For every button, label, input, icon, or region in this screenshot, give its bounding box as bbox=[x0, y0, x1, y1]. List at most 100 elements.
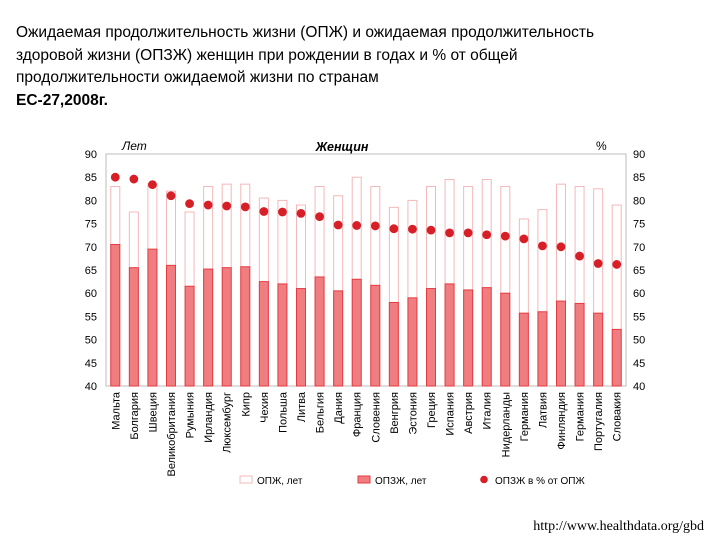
y-tick-left: 45 bbox=[85, 358, 97, 370]
bar-opzzh bbox=[110, 243, 121, 387]
point-pct bbox=[203, 200, 213, 210]
point-pct bbox=[389, 224, 399, 234]
x-tick-label: Дания bbox=[333, 392, 345, 424]
bar-opzzh bbox=[556, 300, 566, 387]
point-pct bbox=[333, 220, 343, 230]
x-tick-label: Финляндия bbox=[556, 392, 568, 450]
x-tick-label: Кипр bbox=[240, 392, 252, 417]
bar-opzzh bbox=[221, 267, 232, 387]
legend-swatch-opzzh bbox=[357, 475, 371, 484]
point-pct bbox=[426, 225, 436, 235]
point-pct bbox=[278, 207, 287, 217]
y-axis-label-right: % bbox=[596, 139, 607, 153]
bar-opzzh bbox=[518, 312, 529, 387]
bar-opzzh bbox=[203, 268, 214, 387]
point-pct bbox=[575, 251, 584, 261]
y-tick-left: 70 bbox=[85, 242, 97, 254]
point-pct bbox=[612, 260, 622, 269]
x-tick-label: Италия bbox=[482, 392, 494, 430]
title-line-4: ЕС-27,2008г. bbox=[16, 91, 108, 109]
bar-opzzh bbox=[537, 311, 548, 387]
plot-frame bbox=[105, 153, 627, 387]
point-pct bbox=[370, 221, 380, 231]
x-tick-label: Словения bbox=[370, 392, 382, 443]
y-tick-right: 80 bbox=[633, 195, 645, 207]
bar-opzzh bbox=[296, 288, 306, 387]
point-pct bbox=[538, 241, 547, 251]
point-pct bbox=[445, 228, 454, 238]
y-tick-right: 90 bbox=[633, 149, 645, 161]
point-pct bbox=[315, 212, 324, 222]
x-tick-label: Германия bbox=[519, 392, 531, 441]
point-pct bbox=[352, 221, 362, 230]
page-title: Ожидаемая продолжительность жизни (ОПЖ) … bbox=[16, 22, 706, 112]
point-pct bbox=[463, 228, 473, 238]
y-tick-right: 40 bbox=[633, 381, 645, 393]
bar-opzzh bbox=[611, 328, 622, 387]
y-tick-right: 85 bbox=[633, 172, 645, 184]
point-pct bbox=[222, 201, 232, 211]
y-tick-right: 75 bbox=[633, 219, 645, 231]
point-pct bbox=[408, 224, 417, 234]
y-tick-left: 60 bbox=[85, 288, 97, 300]
x-tick-label: Нидерланды bbox=[500, 392, 512, 457]
source-url[interactable]: http://www.healthdata.org/gbd bbox=[533, 519, 704, 534]
title-line-1: Ожидаемая продолжительность жизни (ОПЖ) … bbox=[16, 24, 595, 41]
bar-opzzh bbox=[370, 284, 381, 387]
y-tick-right: 55 bbox=[633, 311, 645, 323]
point-pct bbox=[148, 180, 157, 190]
point-pct bbox=[482, 230, 492, 240]
y-tick-right: 60 bbox=[633, 288, 645, 300]
point-pct bbox=[500, 231, 510, 241]
y-tick-left: 85 bbox=[85, 172, 97, 184]
x-tick-label: Великобритания bbox=[166, 392, 178, 477]
x-tick-label: Болгария bbox=[129, 392, 141, 440]
y-axis-label-left: Лет bbox=[121, 139, 147, 153]
bar-opzzh bbox=[351, 278, 362, 387]
bar-opzzh bbox=[388, 301, 399, 387]
y-tick-left: 55 bbox=[85, 311, 97, 323]
x-tick-label: Ирландия bbox=[203, 392, 215, 443]
point-pct bbox=[240, 202, 250, 212]
bar-opzzh bbox=[240, 266, 251, 387]
legend-label: ОПЗЖ в % от ОПЖ bbox=[495, 476, 585, 487]
x-tick-label: Люксембург bbox=[222, 392, 234, 453]
bar-opzzh bbox=[147, 248, 158, 387]
x-tick-label: Латвия bbox=[537, 392, 549, 428]
x-tick-label: Словакия bbox=[612, 392, 624, 441]
x-tick-label: Австрия bbox=[463, 392, 475, 434]
x-tick-label: Бельгия bbox=[315, 392, 327, 433]
point-pct bbox=[185, 199, 194, 209]
bar-opzzh bbox=[277, 283, 288, 387]
x-tick-label: Венгрия bbox=[389, 392, 401, 434]
y-tick-right: 65 bbox=[633, 265, 645, 277]
point-pct bbox=[593, 259, 603, 268]
point-pct bbox=[556, 242, 566, 252]
bar-opzzh bbox=[444, 283, 455, 387]
title-line-3: продолжительности ожидаемой жизни по стр… bbox=[16, 69, 379, 86]
x-tick-label: Польша bbox=[277, 391, 289, 433]
x-tick-label: Мальта bbox=[110, 391, 122, 430]
bar-opzzh bbox=[333, 290, 344, 387]
point-pct bbox=[296, 208, 306, 218]
legend-label: ОПЗЖ, лет bbox=[375, 476, 427, 487]
bar-opzzh bbox=[184, 285, 195, 387]
bar-opzzh bbox=[128, 267, 139, 387]
y-tick-right: 70 bbox=[633, 242, 645, 254]
y-tick-left: 40 bbox=[85, 381, 97, 393]
bar-opzzh bbox=[407, 297, 418, 387]
point-pct bbox=[110, 172, 120, 182]
title-line-2: здоровой жизни (ОПЗЖ) женщин при рождени… bbox=[16, 46, 518, 64]
bar-opzzh bbox=[463, 289, 474, 387]
point-pct bbox=[166, 191, 176, 201]
bar-opzzh bbox=[500, 292, 511, 387]
x-tick-label: Румыния bbox=[185, 392, 197, 438]
x-tick-label: Германия bbox=[575, 392, 587, 441]
point-pct bbox=[259, 207, 269, 216]
y-tick-right: 50 bbox=[633, 335, 645, 347]
bar-opzzh bbox=[314, 276, 325, 387]
bar-opzzh bbox=[166, 264, 176, 387]
x-tick-label: Греция bbox=[426, 392, 438, 428]
y-tick-left: 50 bbox=[85, 335, 97, 347]
